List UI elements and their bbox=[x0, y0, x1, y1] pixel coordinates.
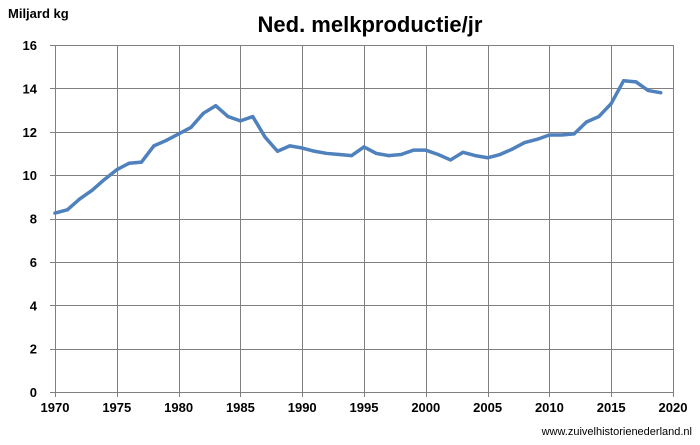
data-point-1974 bbox=[102, 177, 107, 182]
data-point-1991 bbox=[312, 149, 317, 153]
data-point-1997 bbox=[387, 154, 391, 158]
data-point-1970 bbox=[53, 211, 57, 215]
data-point-1984 bbox=[226, 114, 230, 119]
data-point-2018 bbox=[646, 88, 650, 93]
data-point-1976 bbox=[127, 161, 131, 165]
y-tick-label-12: 12 bbox=[23, 125, 37, 140]
y-tick-label-14: 14 bbox=[23, 81, 38, 96]
data-point-1995 bbox=[362, 145, 366, 149]
y-tick-label-8: 8 bbox=[30, 212, 37, 227]
series-layer bbox=[53, 79, 663, 215]
data-point-1977 bbox=[139, 160, 144, 164]
y-tick-label-4: 4 bbox=[30, 298, 38, 313]
data-point-1981 bbox=[189, 125, 193, 130]
data-point-1986 bbox=[251, 114, 255, 119]
data-point-1972 bbox=[78, 197, 82, 201]
x-tick-label-1975: 1975 bbox=[102, 400, 131, 415]
data-point-2017 bbox=[634, 80, 638, 84]
data-point-1979 bbox=[164, 138, 168, 143]
data-point-2005 bbox=[486, 156, 490, 160]
x-tick-label-2020: 2020 bbox=[659, 400, 688, 415]
x-tick-label-1990: 1990 bbox=[288, 400, 317, 415]
data-point-2003 bbox=[461, 150, 465, 154]
y-tick-label-6: 6 bbox=[30, 255, 37, 270]
data-point-2015 bbox=[609, 101, 613, 106]
data-point-2002 bbox=[448, 158, 453, 162]
data-point-2010 bbox=[547, 133, 552, 137]
y-axis-unit-label: Miljard kg bbox=[8, 6, 69, 21]
y-tick-label-10: 10 bbox=[23, 168, 37, 183]
data-point-2012 bbox=[572, 132, 576, 136]
y-tick-label-0: 0 bbox=[30, 385, 37, 400]
x-tick-label-1980: 1980 bbox=[164, 400, 193, 415]
plot-area-border bbox=[55, 45, 674, 393]
data-point-2009 bbox=[535, 137, 539, 141]
series-line-0 bbox=[53, 79, 663, 215]
x-tick-label-2005: 2005 bbox=[473, 400, 502, 415]
data-point-2014 bbox=[597, 114, 601, 119]
x-tick-label-2010: 2010 bbox=[535, 400, 564, 415]
x-tick-label-1985: 1985 bbox=[226, 400, 255, 415]
data-point-1978 bbox=[152, 144, 156, 148]
data-point-1971 bbox=[65, 208, 69, 212]
data-point-2008 bbox=[523, 140, 527, 145]
y-tick-label-16: 16 bbox=[23, 38, 37, 53]
data-point-1980 bbox=[177, 132, 181, 136]
data-point-1973 bbox=[90, 188, 94, 192]
chart-title: Ned. melkproductie/jr bbox=[258, 12, 483, 37]
data-point-1975 bbox=[115, 168, 119, 172]
data-point-1985 bbox=[238, 119, 242, 123]
tick-labels: 1970 1975 1980 1985 1990 1995 2000 2005 2010 2015… bbox=[23, 38, 688, 415]
data-point-1983 bbox=[214, 104, 218, 108]
data-point-1992 bbox=[325, 151, 329, 156]
data-point-2004 bbox=[473, 154, 477, 158]
x-tick-label-2015: 2015 bbox=[597, 400, 626, 415]
data-point-1982 bbox=[201, 111, 205, 115]
data-point-1994 bbox=[350, 154, 354, 158]
data-point-2006 bbox=[498, 152, 502, 157]
data-point-1993 bbox=[337, 152, 341, 157]
data-point-1996 bbox=[374, 151, 378, 156]
data-point-2001 bbox=[436, 152, 440, 157]
data-point-1998 bbox=[399, 152, 403, 157]
data-point-1987 bbox=[263, 135, 267, 139]
x-tick-label-1970: 1970 bbox=[41, 400, 70, 415]
data-point-1988 bbox=[275, 149, 280, 153]
data-point-1990 bbox=[300, 146, 304, 150]
data-point-2000 bbox=[424, 148, 428, 152]
data-point-2019 bbox=[659, 91, 663, 95]
data-point-1989 bbox=[288, 144, 292, 148]
data-point-2011 bbox=[560, 133, 564, 137]
source-credit: www.zuivelhistorienederland.nl bbox=[541, 426, 692, 438]
gridlines bbox=[55, 45, 673, 392]
data-point-2007 bbox=[510, 147, 514, 151]
x-tick-label-1995: 1995 bbox=[350, 400, 379, 415]
y-tick-label-2: 2 bbox=[30, 342, 37, 357]
data-point-2016 bbox=[621, 79, 626, 83]
data-point-2013 bbox=[584, 120, 589, 124]
axes bbox=[50, 45, 674, 397]
data-point-1999 bbox=[411, 148, 416, 152]
x-tick-label-2000: 2000 bbox=[411, 400, 440, 415]
